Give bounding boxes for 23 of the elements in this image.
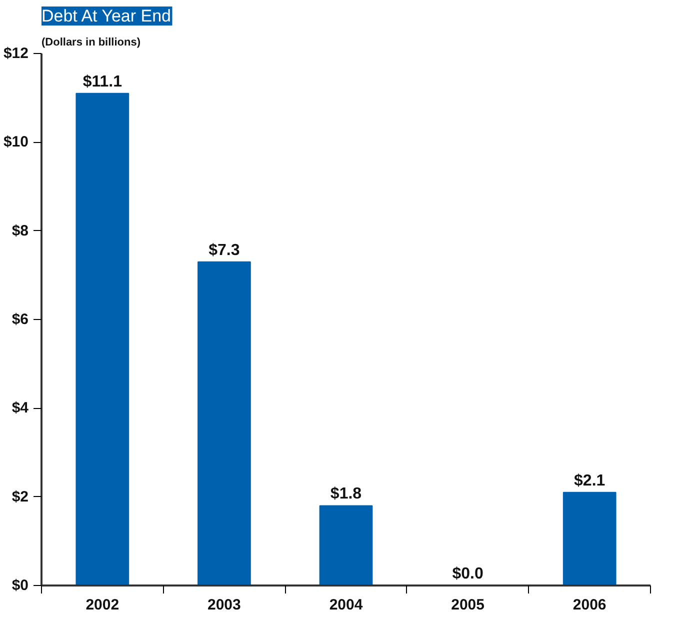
data-label: $0.0 bbox=[452, 566, 484, 582]
y-tick-label: $12 bbox=[3, 45, 29, 62]
x-tick-label: 2002 bbox=[86, 596, 120, 614]
x-tick-label: 2004 bbox=[329, 596, 364, 614]
y-tick-label: $10 bbox=[3, 134, 29, 151]
x-tick-label: 2003 bbox=[208, 596, 241, 614]
y-tick-label: $0 bbox=[12, 577, 29, 594]
y-tick-label: $8 bbox=[12, 222, 29, 240]
bar bbox=[562, 492, 616, 586]
y-tick-label: $4 bbox=[12, 400, 30, 417]
data-label: $1.8 bbox=[330, 486, 362, 503]
data-label: $11.1 bbox=[82, 73, 122, 90]
bar bbox=[76, 92, 130, 586]
chart-title: Debt At Year End bbox=[42, 6, 171, 26]
bar bbox=[319, 505, 373, 586]
y-tick-label: $2 bbox=[12, 488, 29, 506]
y-tick-label: $6 bbox=[12, 311, 29, 328]
data-label: $2.1 bbox=[574, 472, 606, 490]
chart-subtitle: (Dollars in billions) bbox=[42, 36, 141, 48]
x-tick-label: 2005 bbox=[451, 596, 484, 614]
data-label: $7.3 bbox=[208, 242, 240, 259]
x-tick-label: 2006 bbox=[572, 596, 606, 614]
bar bbox=[198, 261, 251, 586]
